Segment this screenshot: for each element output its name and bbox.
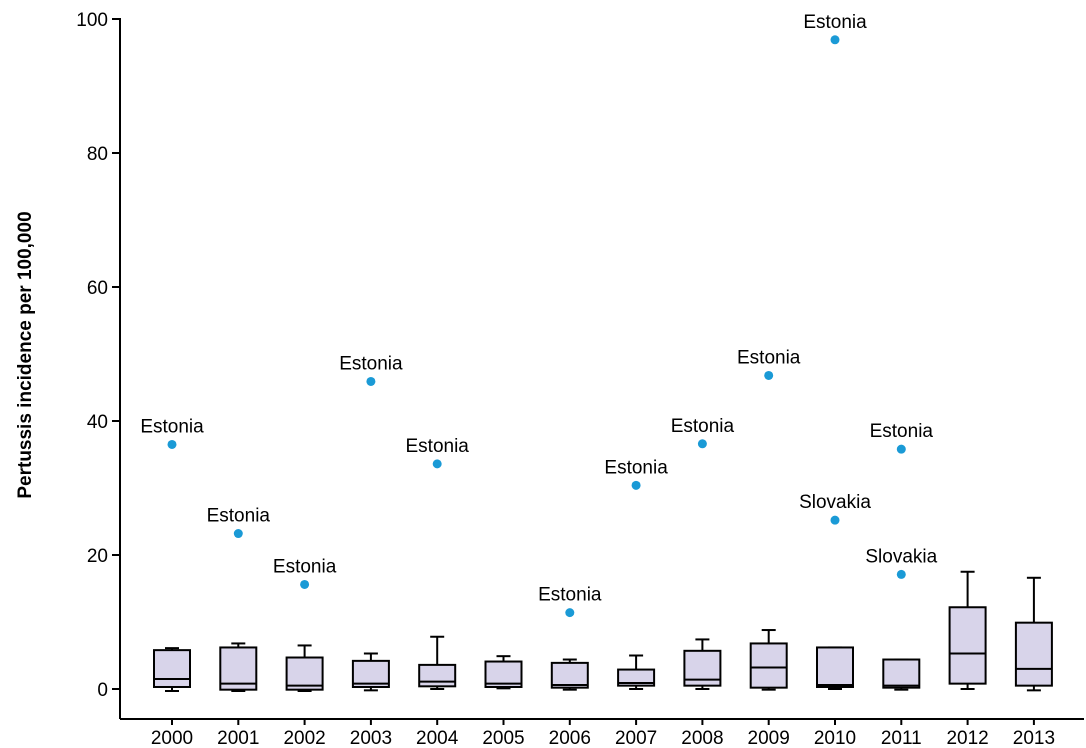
outlier-label: Estonia <box>207 506 271 527</box>
y-tick-label: 40 <box>87 412 108 433</box>
y-tick-label: 100 <box>76 10 108 31</box>
x-tick-label: 2006 <box>549 728 591 748</box>
outlier-point <box>896 569 906 579</box>
box-plot-2009 <box>749 629 788 691</box>
box-iqr <box>219 646 258 691</box>
outlier-label: Estonia <box>870 421 934 442</box>
outlier-label: Estonia <box>737 347 801 368</box>
outlier-point <box>830 35 840 45</box>
box-iqr <box>948 606 987 685</box>
box-iqr <box>617 668 656 687</box>
y-tick-label: 80 <box>87 144 108 165</box>
box-plot-2012 <box>948 570 987 690</box>
box-plot-2006 <box>550 658 589 691</box>
outlier-label: Estonia <box>803 12 867 33</box>
box-plot-2010 <box>816 646 854 690</box>
y-axis-title: Pertussis incidence per 100,000 <box>15 211 36 498</box>
x-tick-label: 2004 <box>416 728 459 748</box>
outlier-point <box>432 459 442 469</box>
box-plot-2013 <box>1014 576 1053 692</box>
outlier-label: Estonia <box>273 556 337 577</box>
x-tick-label: 2008 <box>681 728 723 748</box>
box-plot-2007 <box>617 654 656 690</box>
y-tick-label: 0 <box>97 680 108 701</box>
box-plot-2008 <box>683 638 722 690</box>
outlier-label: Estonia <box>671 416 735 437</box>
outlier-label: Estonia <box>406 436 470 457</box>
x-tick-label: 2000 <box>151 728 193 748</box>
x-tick-label: 2001 <box>217 728 259 748</box>
outlier-point <box>830 515 840 525</box>
box-iqr <box>351 659 390 688</box>
outlier-layer: EstoniaEstoniaEstoniaEstoniaEstoniaEston… <box>140 12 938 618</box>
outlier-label: Estonia <box>140 416 204 437</box>
y-tick-layer: 0 20 40 60 80 100 <box>76 10 120 701</box>
y-tick-label: 20 <box>87 546 108 567</box>
x-tick-label: 2010 <box>814 728 856 748</box>
x-tick-label: 2005 <box>482 728 524 748</box>
x-tick-label: 2012 <box>946 728 988 748</box>
outlier-point <box>300 579 310 589</box>
x-tick-label: 2003 <box>350 728 392 748</box>
box-layer <box>153 570 1053 693</box>
outlier-point <box>233 529 243 539</box>
outlier-point <box>697 439 707 449</box>
x-tick-label: 2002 <box>283 728 325 748</box>
box-plot-2002 <box>285 644 324 693</box>
outlier-point <box>167 439 177 449</box>
outlier-label: Estonia <box>604 457 668 478</box>
box-iqr <box>882 658 921 689</box>
box-plot-2003 <box>351 652 390 692</box>
box-iqr <box>153 649 191 688</box>
outlier-point <box>366 376 376 386</box>
outlier-label: Slovakia <box>799 492 871 513</box>
outlier-label: Slovakia <box>865 546 937 567</box>
box-plot-2005 <box>484 655 523 690</box>
box-plot-2000 <box>153 647 191 693</box>
y-tick-label: 60 <box>87 278 108 299</box>
box-plot-2011 <box>882 658 921 691</box>
outlier-point <box>764 370 774 380</box>
box-iqr <box>285 656 324 691</box>
box-iqr <box>550 661 589 689</box>
box-plot-2001 <box>219 642 258 693</box>
x-tick-layer: 2000 2001 2002 2003 2004 2005 2006 2007 2008 2009… <box>151 719 1055 748</box>
box-iqr <box>418 663 457 688</box>
outlier-point <box>896 444 906 454</box>
x-tick-label: 2009 <box>748 728 790 748</box>
x-tick-label: 2011 <box>881 728 922 748</box>
outlier-label: Estonia <box>538 585 602 606</box>
outlier-point <box>631 480 641 490</box>
box-plot-2004 <box>418 635 457 690</box>
axes-layer: Pertussis incidence per 100,000 <box>15 18 1084 720</box>
box-iqr <box>1014 621 1053 687</box>
x-tick-label: 2007 <box>615 728 657 748</box>
outlier-point <box>565 608 575 618</box>
x-tick-label: 2013 <box>1013 728 1055 748</box>
outlier-label: Estonia <box>339 353 403 374</box>
box-iqr <box>816 646 854 688</box>
box-iqr <box>749 642 788 689</box>
